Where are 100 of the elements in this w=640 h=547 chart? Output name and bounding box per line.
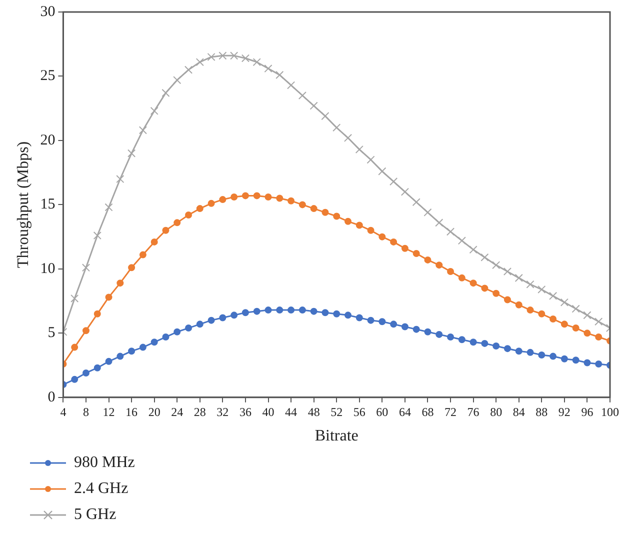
point bbox=[538, 310, 546, 318]
y-tick-label: 30 bbox=[40, 4, 56, 20]
point bbox=[264, 193, 272, 200]
point bbox=[367, 316, 374, 324]
point bbox=[390, 178, 398, 186]
point bbox=[276, 70, 284, 79]
y-tick-label: 10 bbox=[40, 260, 56, 277]
x-tick-label: 52 bbox=[330, 404, 343, 419]
point bbox=[139, 344, 146, 351]
point bbox=[424, 208, 432, 216]
y-tick-label: 20 bbox=[40, 132, 56, 148]
point bbox=[241, 54, 250, 62]
point bbox=[538, 352, 546, 359]
point bbox=[230, 312, 238, 319]
x-tick-label: 36 bbox=[239, 404, 252, 419]
point bbox=[447, 268, 454, 276]
point bbox=[492, 261, 500, 270]
x-tick-label: 24 bbox=[171, 404, 184, 419]
point bbox=[583, 311, 592, 320]
point bbox=[469, 246, 478, 254]
point bbox=[492, 290, 500, 297]
point bbox=[242, 309, 249, 316]
y-tick-label: 5 bbox=[48, 325, 56, 342]
point bbox=[514, 274, 523, 282]
point bbox=[538, 285, 546, 294]
point bbox=[436, 330, 443, 338]
point bbox=[424, 256, 432, 264]
point bbox=[356, 314, 363, 322]
y-tick-label: 0 bbox=[48, 389, 56, 406]
point bbox=[298, 91, 306, 100]
point bbox=[344, 134, 352, 142]
x-tick-label: 56 bbox=[353, 404, 366, 419]
point bbox=[572, 324, 580, 332]
point bbox=[390, 320, 398, 328]
point bbox=[208, 200, 215, 207]
point bbox=[595, 334, 602, 341]
point bbox=[390, 238, 398, 246]
point bbox=[344, 312, 352, 319]
point bbox=[310, 205, 318, 212]
point bbox=[447, 334, 454, 341]
x-tick-label: 96 bbox=[581, 404, 594, 419]
point bbox=[276, 194, 284, 202]
point bbox=[526, 348, 534, 356]
point bbox=[594, 318, 603, 326]
point bbox=[356, 222, 363, 229]
point bbox=[492, 342, 500, 350]
point bbox=[560, 355, 568, 362]
point bbox=[470, 280, 477, 287]
point bbox=[401, 244, 408, 252]
point bbox=[572, 356, 580, 364]
x-tick-label: 100 bbox=[601, 404, 619, 419]
point bbox=[400, 188, 409, 196]
point bbox=[515, 348, 522, 355]
point bbox=[412, 250, 420, 258]
point bbox=[94, 310, 101, 318]
point bbox=[230, 52, 238, 60]
point bbox=[128, 264, 136, 272]
point bbox=[287, 81, 296, 90]
point bbox=[139, 251, 146, 258]
point bbox=[105, 358, 112, 365]
point bbox=[446, 228, 455, 236]
point bbox=[173, 76, 182, 84]
point bbox=[150, 338, 158, 346]
point bbox=[94, 364, 101, 372]
point bbox=[104, 203, 113, 212]
point bbox=[242, 192, 249, 200]
point bbox=[276, 306, 284, 314]
point bbox=[253, 192, 260, 200]
point bbox=[481, 284, 488, 292]
point bbox=[470, 338, 477, 346]
point bbox=[526, 306, 534, 314]
x-tick-label: 8 bbox=[82, 404, 89, 419]
point bbox=[71, 344, 78, 351]
point bbox=[378, 318, 386, 326]
x-tick-label: 12 bbox=[102, 404, 115, 419]
point bbox=[162, 88, 170, 97]
point bbox=[412, 198, 420, 206]
x-tick-label: 28 bbox=[194, 404, 206, 419]
point bbox=[116, 352, 124, 360]
x-tick-label: 88 bbox=[536, 404, 548, 419]
point bbox=[480, 253, 489, 262]
point bbox=[138, 126, 147, 134]
x-tick-label: 20 bbox=[148, 404, 160, 419]
point bbox=[550, 352, 557, 360]
point bbox=[322, 208, 329, 216]
point bbox=[436, 262, 443, 269]
point bbox=[184, 66, 193, 74]
point bbox=[412, 326, 420, 333]
x-tick-label: 16 bbox=[126, 404, 138, 419]
point bbox=[82, 264, 90, 272]
point bbox=[504, 296, 511, 304]
x-tick-label: 68 bbox=[422, 404, 434, 419]
point bbox=[584, 330, 591, 337]
point bbox=[196, 320, 204, 328]
point bbox=[560, 320, 568, 328]
point bbox=[174, 219, 181, 226]
point bbox=[298, 306, 306, 314]
point bbox=[116, 174, 124, 184]
point bbox=[333, 212, 340, 220]
point bbox=[196, 58, 204, 66]
